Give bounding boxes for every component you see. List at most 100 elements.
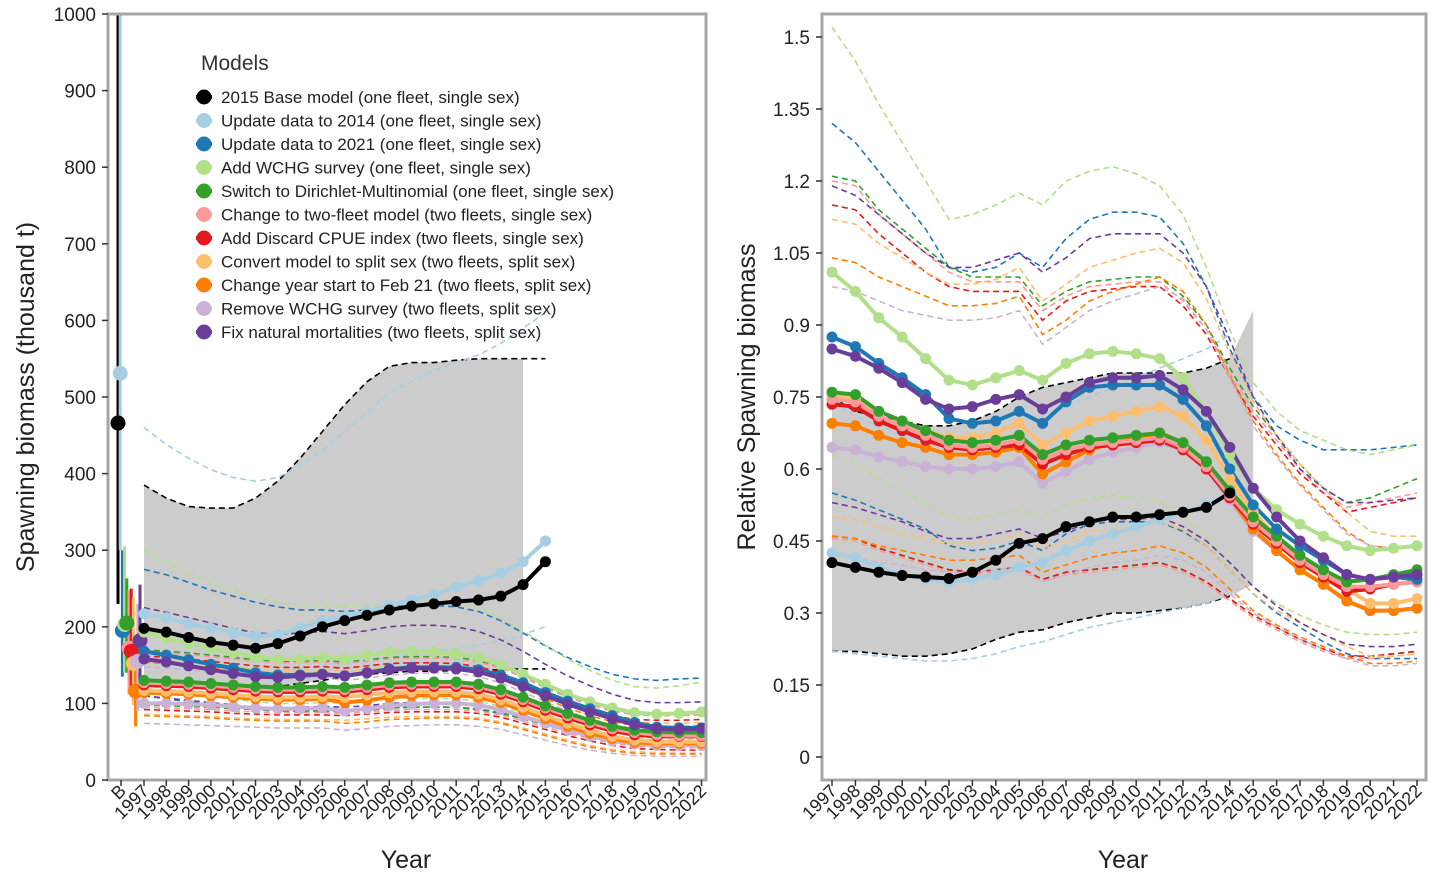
right-data-point (1294, 535, 1306, 547)
left-data-point (606, 702, 618, 714)
right-data-point (849, 350, 861, 362)
legend-title: Models (201, 52, 269, 75)
right-data-point (966, 566, 978, 578)
y-tick-label: 1.05 (773, 244, 810, 265)
left-data-point (450, 596, 462, 608)
legend-label: Change year start to Feb 21 (two fleets,… (221, 276, 591, 295)
y-tick-label: 300 (64, 541, 96, 562)
right-data-point (1083, 377, 1095, 389)
legend-marker-icon (196, 113, 212, 128)
right-data-point (1271, 523, 1283, 535)
left-data-point (406, 645, 418, 657)
left-y-axis-ticks: 0 100 200 300 400 500 600 700 800 900 1000 (54, 5, 108, 792)
left-data-point (205, 699, 217, 711)
right-series-1-lower-interval (831, 593, 1231, 662)
right-data-point (826, 441, 838, 453)
right-data-point (896, 377, 908, 389)
right-data-point (1341, 595, 1353, 607)
y-tick-label: 100 (64, 694, 96, 715)
right-data-point (990, 434, 1002, 446)
right-data-point (1411, 540, 1423, 552)
left-data-point (562, 707, 574, 719)
right-data-point (1037, 449, 1049, 461)
left-data-point (406, 600, 418, 612)
left-data-point (272, 681, 284, 693)
right-data-point (966, 463, 978, 475)
left-series-points (138, 535, 707, 752)
left-data-point (495, 659, 507, 671)
right-data-point (966, 417, 978, 429)
left-data-point (160, 697, 172, 709)
left-data-point (250, 651, 261, 663)
left-data-point (606, 713, 618, 725)
right-data-point (849, 444, 861, 456)
legend-marker-icon (196, 254, 212, 269)
left-series-6-lower-interval (143, 708, 702, 751)
right-data-point (873, 405, 885, 417)
left-data-point (495, 672, 507, 684)
right-series-2-upper-interval (831, 122, 1418, 451)
left-data-point (450, 581, 462, 593)
left-series-7-lower-interval (143, 713, 702, 754)
right-data-point (1013, 561, 1025, 573)
legend-marker-icon (196, 136, 212, 152)
right-data-point (990, 461, 1002, 473)
left-data-point (361, 609, 373, 621)
right-data-point (873, 362, 885, 374)
right-data-point (1013, 417, 1025, 429)
legend-marker-icon (196, 301, 212, 316)
right-data-point (1200, 501, 1212, 513)
left-data-point (272, 653, 284, 665)
y-tick-label: 700 (64, 235, 96, 256)
legend-item: Change to two-fleet model (two fleets, s… (196, 206, 592, 225)
right-data-point (1107, 345, 1119, 357)
left-data-point (651, 723, 663, 735)
left-data-point (294, 703, 306, 715)
right-data-point (1247, 511, 1259, 523)
left-data-point (406, 662, 418, 674)
legend-label: Remove WCHG survey (two fleets, split se… (221, 300, 556, 319)
right-panel-relative-spawning-biomass: 0 0.15 0.3 0.45 0.6 0.75 0.9 1.05 1.2 1.35 1.5 199… (733, 12, 1428, 874)
right-data-point (1177, 506, 1189, 518)
legend-item: Add Discard CPUE index (two fleets, sing… (196, 229, 584, 248)
right-data-point (1294, 518, 1306, 530)
legend-item: Fix natural mortalities (two fleets, spl… (196, 323, 541, 342)
right-data-point (1107, 410, 1119, 422)
y-tick-label: 1.35 (773, 100, 810, 121)
right-data-point (1130, 429, 1142, 441)
right-data-point (1107, 511, 1119, 523)
right-data-point (1177, 393, 1189, 405)
right-data-point (920, 571, 932, 583)
right-series-6-lower-interval (831, 535, 1418, 658)
y-tick-label: 0.6 (784, 460, 810, 481)
right-data-point (826, 386, 838, 398)
right-data-point (1013, 405, 1025, 417)
left-data-point (539, 690, 551, 702)
right-data-point (1341, 569, 1353, 581)
y-tick-label: 0 (85, 771, 96, 792)
left-data-point (339, 705, 351, 717)
left-data-point (406, 698, 418, 710)
right-data-point (1317, 530, 1329, 542)
left-data-point (428, 676, 440, 688)
right-data-point (1037, 403, 1049, 415)
right-data-point (1107, 528, 1119, 540)
left-data-point (473, 594, 484, 606)
right-data-point (849, 420, 861, 432)
right-data-point (849, 285, 861, 297)
left-data-point (473, 651, 484, 663)
left-data-point (584, 706, 596, 718)
left-data-point (517, 691, 529, 703)
right-data-point (943, 374, 955, 386)
right-data-point (1411, 602, 1423, 614)
right-data-point (920, 461, 932, 473)
right-data-point (1013, 365, 1025, 377)
right-data-point (966, 379, 978, 391)
legend-label: 2015 Base model (one fleet, single sex) (221, 88, 520, 107)
left-data-point (517, 668, 529, 680)
right-data-point (943, 403, 955, 415)
left-data-point (428, 697, 440, 709)
left-data-point (183, 676, 195, 688)
y-tick-label: 0.15 (773, 676, 810, 697)
left-data-point (294, 653, 306, 665)
